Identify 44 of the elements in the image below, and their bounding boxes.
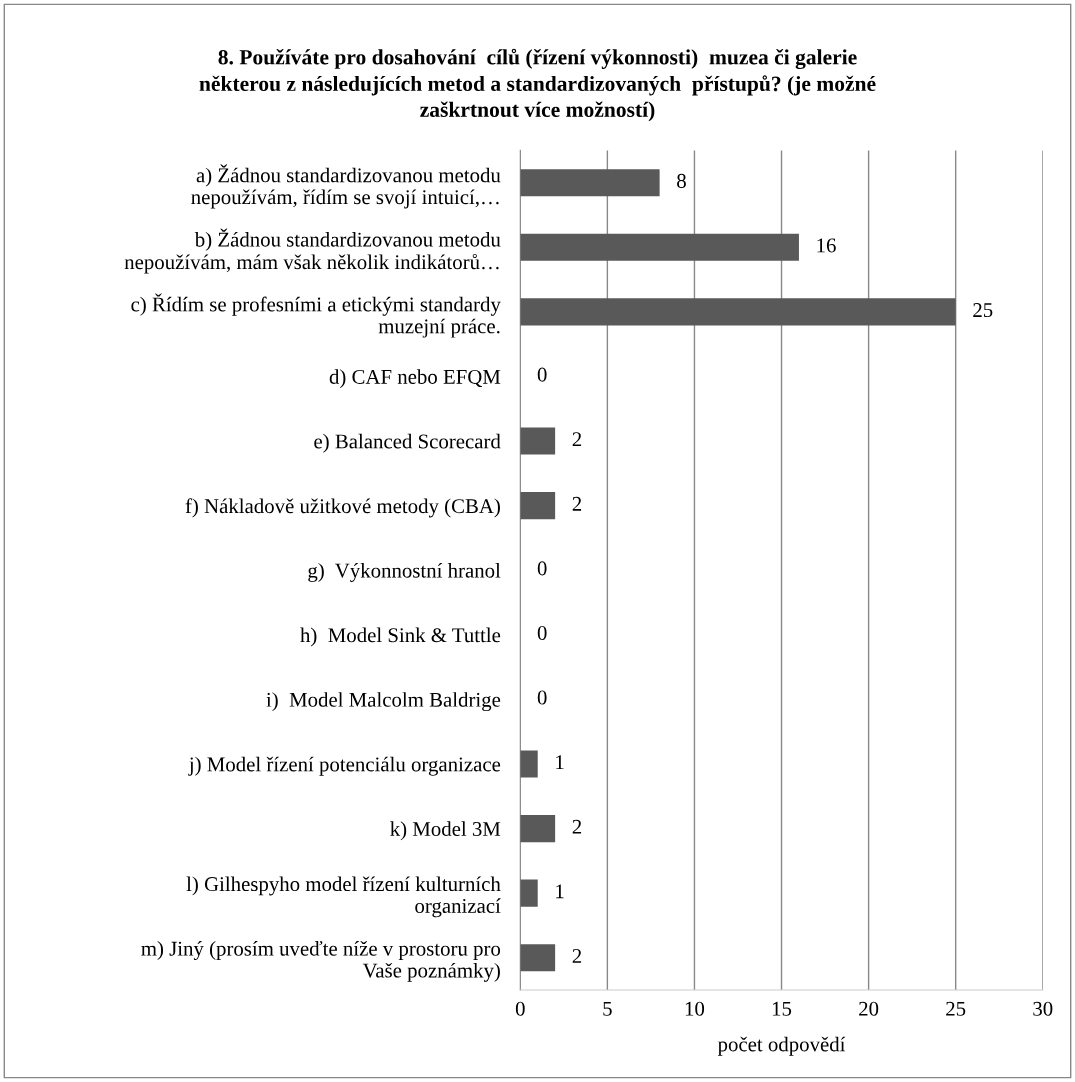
y-tick-label: b) Žádnou standardizovanou metodu nepoužívám, mám však několik indikátorů…: [124, 228, 501, 274]
y-tick-label: c) Řídím se profesními a etickými standardy muzejní práce.: [131, 293, 501, 338]
bar: [520, 298, 956, 326]
y-tick-label: d) CAF nebo EFQM: [329, 369, 501, 389]
bar: [520, 492, 556, 520]
data-label: 25: [973, 303, 993, 318]
x-tick-label: 5: [603, 1001, 612, 1016]
x-tick-label: 15: [772, 1001, 792, 1016]
y-tick-label: a) Žádnou standardizovanou metodu nepoužívám, řídím se svojí intuicí,…: [191, 164, 501, 209]
x-tick-label: 10: [685, 1001, 705, 1016]
data-label: 0: [537, 690, 547, 705]
bar: [520, 879, 538, 907]
y-tick-label: e) Balanced Scorecard: [314, 433, 501, 453]
y-tick-label: f) Nákladově užitkové metody (CBA): [185, 498, 500, 518]
x-tick-label: 0: [515, 1001, 525, 1016]
data-label: 1: [556, 755, 564, 769]
y-tick-label: i) Model Malcolm Baldrige: [266, 692, 501, 712]
chart-title: 8. Používáte pro dosahování cílů (řízení výkonnosti) muzea či galerie některou z následujících metod a standardizovaných přístupů? (je možné zaškrtnout více možností): [199, 48, 876, 122]
y-tick-label: m) Jiný (prosím uveďte níže v prostoru pro Vaše poznámky): [141, 940, 501, 982]
data-label: 16: [817, 238, 836, 253]
data-label: 0: [537, 367, 547, 382]
bar: [520, 815, 556, 843]
data-label: 1: [556, 884, 564, 899]
bar: [520, 427, 556, 455]
y-tick-label: j) Model řízení potenciálu organizace: [188, 756, 501, 776]
data-label: 2: [572, 819, 582, 834]
bar: [520, 169, 660, 197]
data-label: 2: [572, 948, 582, 963]
bar: [520, 750, 538, 778]
data-label: 2: [572, 496, 582, 511]
bar: [520, 233, 799, 261]
bar: [520, 944, 556, 972]
x-tick-label: 20: [859, 1001, 879, 1016]
x-axis-title: počet odpovědí: [717, 1036, 846, 1056]
x-tick-label: 25: [946, 1001, 966, 1016]
data-label: 0: [537, 561, 547, 576]
y-tick-label: l) Gilhespyho model řízení kulturních organizací: [186, 876, 501, 918]
y-tick-label: k) Model 3M: [390, 821, 501, 841]
y-tick-label: h) Model Sink & Tuttle: [300, 627, 501, 647]
y-tick-label: g) Výkonnostní hranol: [308, 562, 501, 582]
data-label: 2: [572, 432, 582, 447]
x-tick-label: 30: [1033, 1001, 1053, 1016]
data-label: 8: [677, 173, 686, 188]
data-label: 0: [537, 625, 547, 641]
